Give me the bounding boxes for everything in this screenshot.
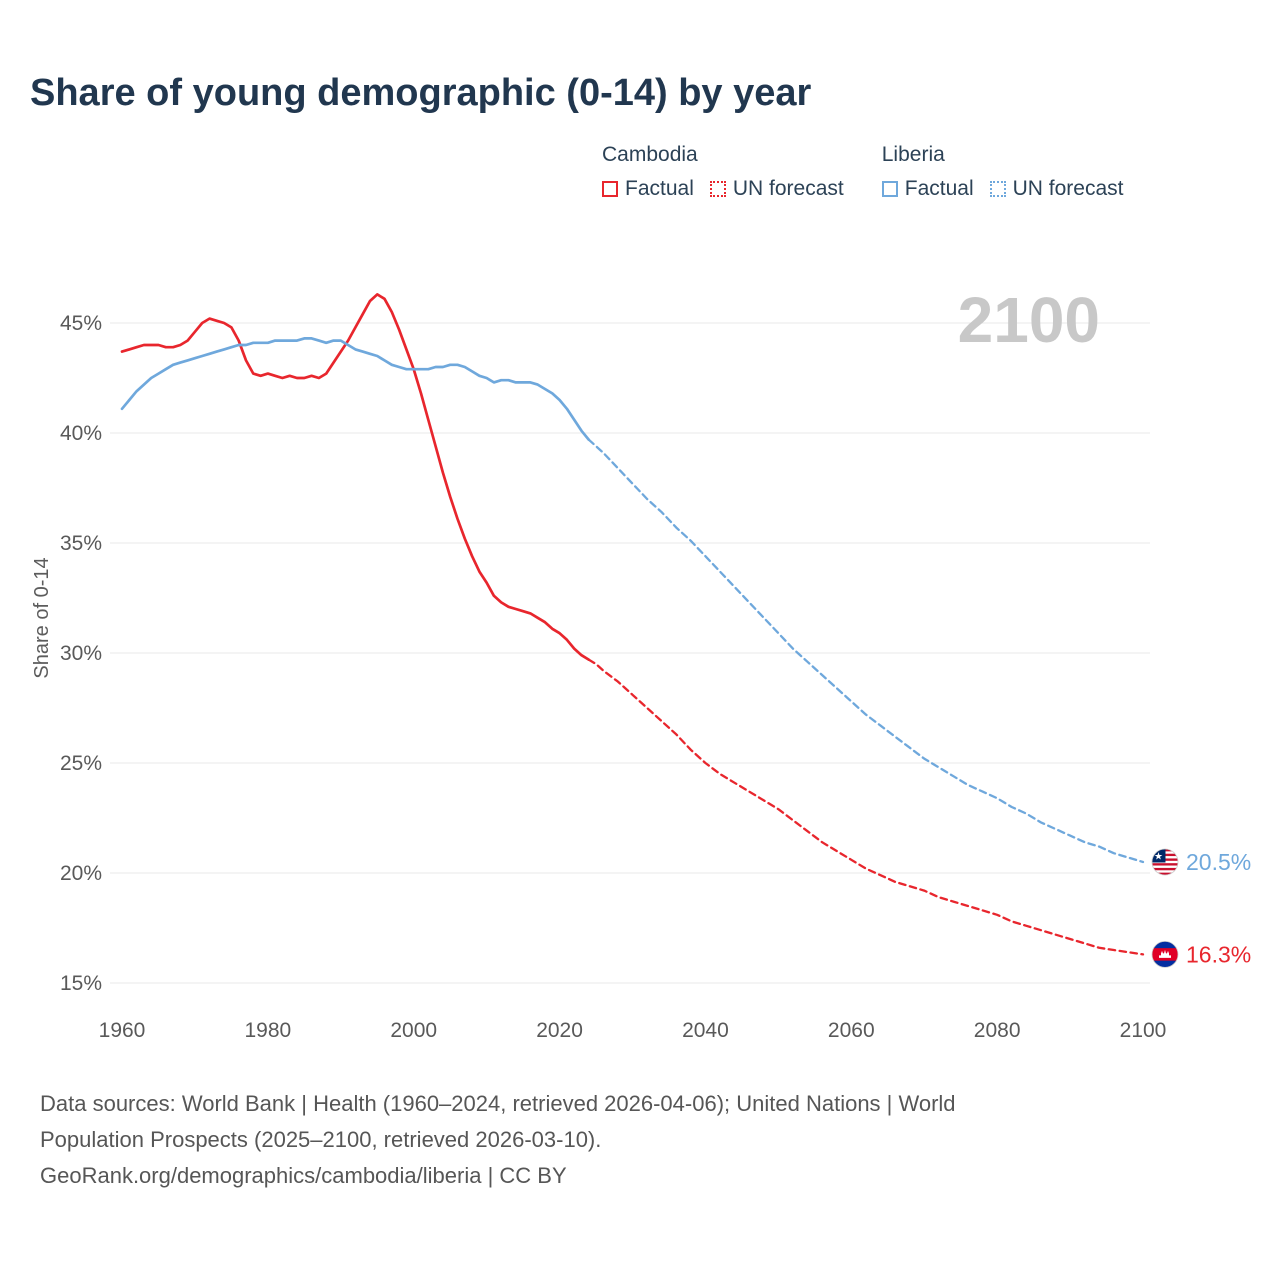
legend-liberia-factual-label: Factual — [904, 177, 974, 200]
liberia-factual-swatch-icon — [881, 181, 898, 197]
legend-cambodia-factual: Factual — [602, 177, 694, 201]
legend-group-liberia: Liberia Factual UN forecast — [881, 143, 1124, 201]
legend-cambodia-forecast-label: UN forecast — [732, 177, 844, 200]
x-tick-label: 2000 — [390, 1019, 437, 1042]
liberia-forecast-swatch-icon — [989, 181, 1006, 197]
legend-liberia-forecast-label: UN forecast — [1012, 177, 1124, 200]
x-tick-label: 2040 — [682, 1019, 729, 1042]
page-title: Share of young demographic (0-14) by yea… — [30, 72, 812, 114]
end-label-cambodia: 16.3% — [1186, 941, 1251, 967]
liberia-flag-icon: ★ — [1151, 848, 1179, 876]
watermark-year: 2100 — [958, 284, 1100, 356]
series-cambodia-factual — [120, 293, 591, 661]
series-liberia-factual — [120, 337, 591, 441]
legend-group-cambodia: Cambodia Factual UN forecast — [602, 143, 844, 201]
x-tick-label: 2100 — [1120, 1019, 1167, 1042]
y-tick-label: 15% — [60, 972, 102, 995]
legend-liberia-label: Liberia — [881, 143, 945, 166]
legend-liberia-forecast: UN forecast — [989, 177, 1124, 201]
legend: Cambodia Factual UN forecast Liberia Fac… — [602, 143, 1124, 201]
y-tick-label: 40% — [60, 422, 102, 445]
series-liberia-forecast — [587, 438, 1145, 864]
x-tick-label: 1980 — [244, 1019, 291, 1042]
footer-attribution-link: GeoRank.org/demographics/cambodia/liberi… — [40, 1163, 567, 1188]
x-tick-label: 2060 — [828, 1019, 875, 1042]
series-cambodia-forecast — [587, 658, 1145, 956]
svg-text:★: ★ — [1154, 852, 1163, 863]
y-tick-label: 25% — [60, 752, 102, 775]
x-tick-label: 2080 — [974, 1019, 1021, 1042]
footer-data-sources-line-1: Data sources: World Bank | Health (1960–… — [40, 1091, 956, 1116]
legend-liberia-factual: Factual — [881, 177, 974, 201]
cambodia-forecast-swatch-icon — [709, 181, 726, 197]
cambodia-factual-swatch-icon — [602, 181, 618, 197]
y-tick-label: 35% — [60, 532, 102, 555]
x-tick-label: 1960 — [99, 1019, 146, 1042]
y-tick-label: 45% — [60, 312, 102, 335]
line-chart: 15% 20% 25% 30% 35% 40% 45% 1960 1980 2000 2020 204… — [31, 284, 1251, 1042]
y-axis-title: Share of 0-14 — [31, 557, 53, 678]
legend-cambodia-label: Cambodia — [602, 143, 698, 166]
x-tick-label: 2020 — [536, 1019, 583, 1042]
legend-cambodia-factual-label: Factual — [625, 177, 694, 200]
footer-data-sources-line-2: Population Prospects (2025–2100, retriev… — [40, 1127, 602, 1152]
y-tick-label: 30% — [60, 642, 102, 665]
legend-cambodia-forecast: UN forecast — [709, 177, 844, 201]
footer: Data sources: World Bank | Health (1960–… — [40, 1086, 956, 1194]
end-label-liberia: 20.5% — [1186, 849, 1251, 875]
y-tick-label: 20% — [60, 862, 102, 885]
cambodia-flag-icon — [1151, 941, 1179, 968]
